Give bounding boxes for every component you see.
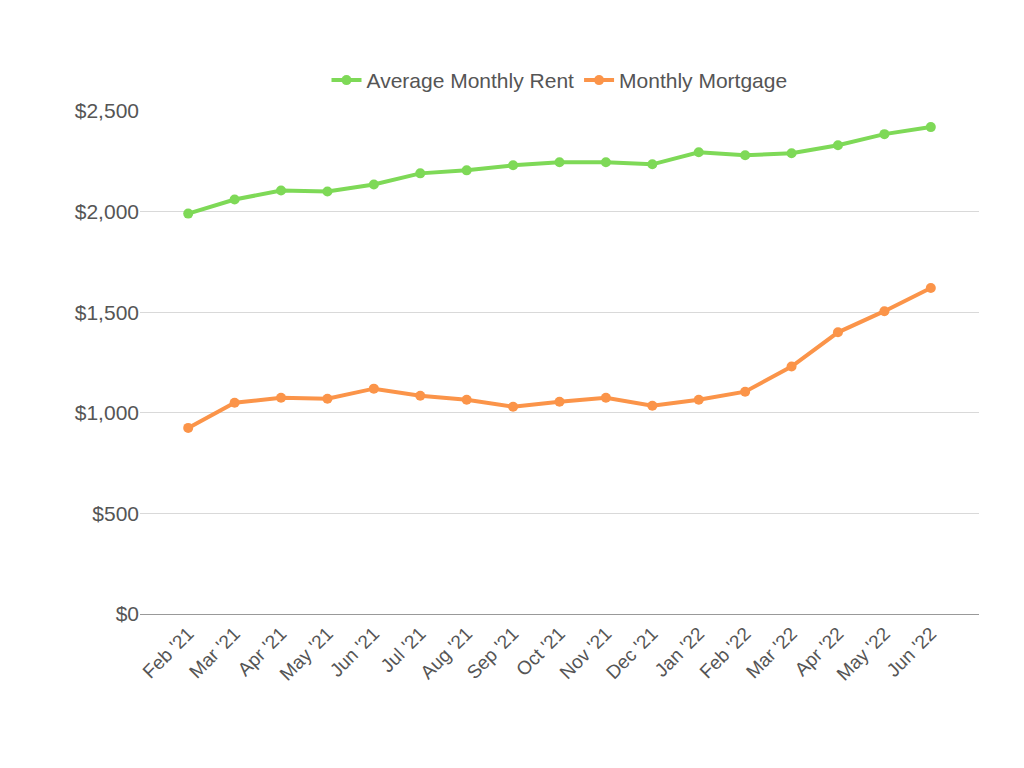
svg-text:Nov '21: Nov '21	[555, 623, 615, 683]
svg-text:Apr '22: Apr '22	[791, 623, 848, 680]
svg-text:$2,000: $2,000	[75, 200, 139, 223]
svg-text:$500: $500	[92, 502, 139, 525]
svg-text:Aug '21: Aug '21	[416, 623, 476, 683]
svg-text:Jun '21: Jun '21	[326, 623, 384, 681]
svg-text:$2,500: $2,500	[75, 99, 139, 122]
svg-text:Monthly Mortgage: Monthly Mortgage	[619, 69, 787, 92]
svg-text:Dec '21: Dec '21	[602, 623, 662, 683]
svg-text:May '21: May '21	[276, 623, 337, 684]
svg-text:May '22: May '22	[832, 623, 893, 684]
svg-text:Apr '21: Apr '21	[234, 623, 291, 680]
svg-text:$0: $0	[116, 602, 139, 625]
svg-text:Feb '21: Feb '21	[139, 623, 198, 682]
svg-text:Mar '22: Mar '22	[742, 623, 801, 682]
svg-text:Jun '22: Jun '22	[883, 623, 941, 681]
svg-text:Jan '22: Jan '22	[651, 623, 709, 681]
svg-text:Feb '22: Feb '22	[695, 623, 754, 682]
svg-text:Sep '21: Sep '21	[463, 623, 523, 683]
svg-text:Jul '21: Jul '21	[377, 623, 430, 676]
svg-text:$1,000: $1,000	[75, 401, 139, 424]
svg-text:Oct '21: Oct '21	[512, 623, 569, 680]
svg-text:Mar '21: Mar '21	[185, 623, 244, 682]
svg-text:$1,500: $1,500	[75, 301, 139, 324]
svg-text:Average Monthly Rent: Average Monthly Rent	[367, 69, 575, 92]
